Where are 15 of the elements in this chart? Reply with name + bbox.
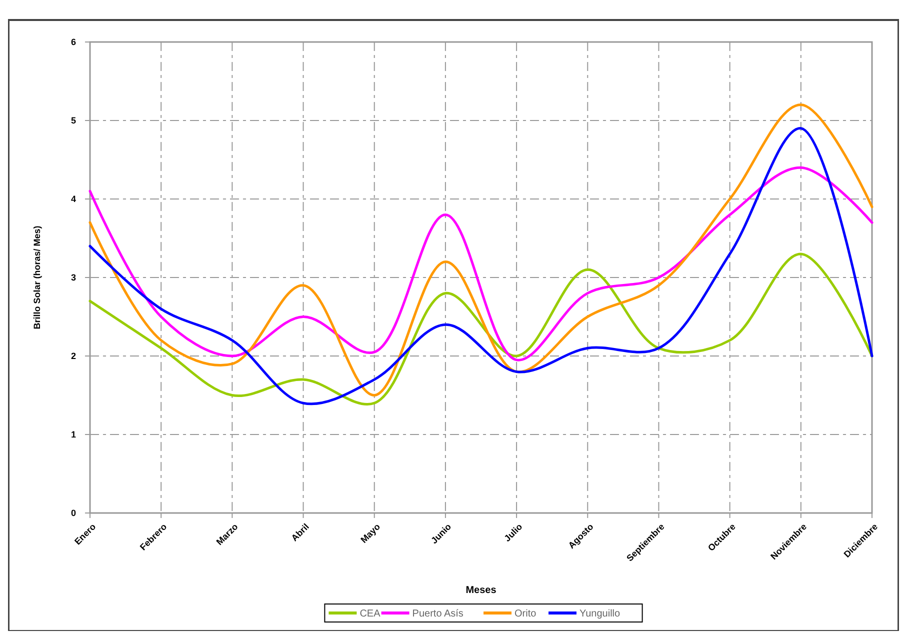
legend-label: Yunguillo: [580, 608, 621, 620]
y-tick-label: 6: [70, 37, 76, 48]
y-axis-title: Brillo Solar (horas/ Mes): [32, 226, 42, 330]
y-tick-label: 4: [70, 194, 76, 204]
y-tick-label: 3: [70, 272, 76, 283]
legend-label: Puerto Asís: [412, 608, 464, 620]
legend-label: CEA: [360, 608, 381, 620]
line-series: [88, 166, 874, 362]
y-tick-label: 2: [70, 351, 76, 362]
line-series: [88, 252, 874, 406]
x-axis-title: Meses: [466, 585, 497, 596]
y-tick-label: 5: [70, 116, 76, 126]
legend-label: Orito: [514, 608, 537, 620]
y-tick-label: 0: [70, 508, 76, 518]
y-tick-label: 1: [70, 430, 76, 440]
